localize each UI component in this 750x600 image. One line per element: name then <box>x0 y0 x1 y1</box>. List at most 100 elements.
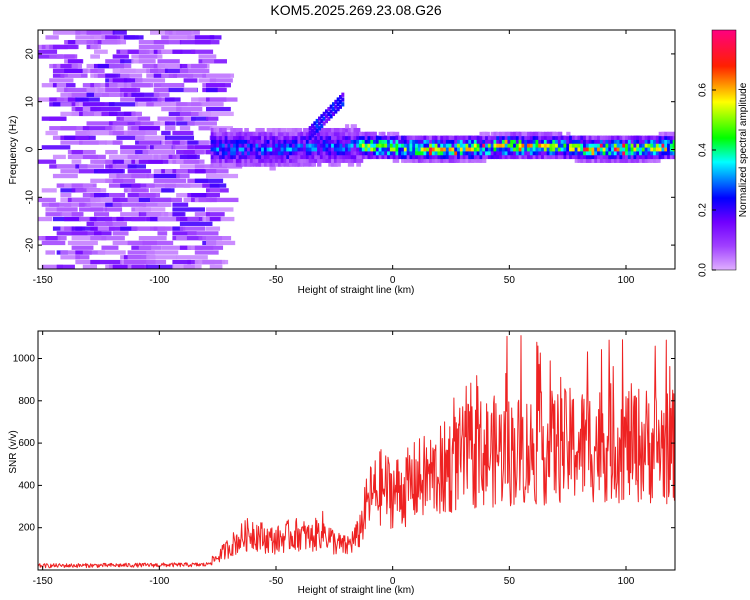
spectrogram-cell <box>261 154 266 160</box>
spectrogram-cell <box>187 73 208 78</box>
spectrogram-cell <box>490 150 495 156</box>
spectrogram-cell <box>252 150 258 156</box>
spectrogram-cell <box>431 139 437 144</box>
spectrogram-cell <box>303 150 308 156</box>
spectrogram-cell <box>82 154 106 160</box>
spectrogram-cell <box>105 73 130 78</box>
spectrogram-cell <box>202 259 222 265</box>
spectrogram-cell <box>664 139 670 144</box>
spectrogram-cell <box>123 116 138 121</box>
spectrogram-cell <box>339 99 342 105</box>
spectrogram-cell <box>131 216 158 222</box>
spectrogram-cell <box>224 135 230 140</box>
spectrogram-cell <box>336 106 340 112</box>
spectrogram-cell <box>303 127 309 133</box>
spectrogram-cell <box>605 135 611 140</box>
spectrogram-cell <box>571 139 578 144</box>
spectrogram-cell <box>319 143 324 148</box>
spectrogram-cell <box>153 145 172 150</box>
spectrogram-cell <box>395 135 400 140</box>
spectrogram-cell <box>667 147 673 152</box>
spectrogram-cell <box>395 147 400 152</box>
spectrogram-cell <box>515 131 522 137</box>
spectrogram-cell <box>538 139 543 144</box>
spectrogram-cell <box>350 150 355 156</box>
spectrogram-cell <box>45 236 58 241</box>
spectrogram-cell <box>529 143 535 148</box>
spectrogram-cell <box>353 154 359 160</box>
spectrogram-cell <box>597 135 603 140</box>
spectrogram-cell <box>183 149 204 155</box>
spectrogram-cell <box>622 135 628 140</box>
spectrogram-cell <box>431 143 436 148</box>
spectrogram-cell <box>496 131 502 137</box>
spectrogram-cell <box>164 126 176 131</box>
spectrogram-cell <box>328 131 334 137</box>
spectrogram-cell <box>482 131 488 137</box>
spectrogram-cell <box>650 139 655 144</box>
spectrogram-cell <box>415 150 419 156</box>
spectrogram-cell <box>280 135 285 140</box>
spectrogram-cell <box>120 183 141 188</box>
spectrogram-cell <box>90 130 120 136</box>
spectrogram-cell <box>206 169 229 174</box>
spectrogram-cell <box>468 150 474 156</box>
spectrogram-cell <box>213 139 218 144</box>
spectrogram-cell <box>176 173 190 179</box>
spectrogram-cell <box>538 150 543 156</box>
spectrogram-cell <box>233 135 239 140</box>
spectrogram-cell <box>597 154 602 160</box>
spectrogram-cell <box>224 158 230 163</box>
spectrogram-cell <box>465 158 470 163</box>
spectrogram-cell <box>79 164 105 169</box>
spectrogram-cell <box>277 131 284 137</box>
spectrogram-cell <box>359 131 363 137</box>
spectrogram-cell <box>146 259 167 265</box>
spectrogram-cell <box>434 135 440 140</box>
spectrogram-cell <box>164 63 181 69</box>
spectrogram-cell <box>328 158 333 163</box>
spectrogram-cell <box>588 139 593 144</box>
spectrogram-cell <box>300 135 305 140</box>
spectrogram-cell <box>233 158 239 163</box>
spectrogram-cell <box>176 106 203 112</box>
spectrogram-cell <box>238 147 245 152</box>
spectrogram-cell <box>277 158 283 163</box>
spectrogram-cell <box>317 143 323 148</box>
spectrogram-cell <box>552 135 557 140</box>
spectrogram-cell <box>286 154 292 160</box>
spectrogram-cell <box>353 147 358 152</box>
spectrogram-cell <box>209 216 221 222</box>
spectrogram-cell <box>518 135 525 140</box>
spectrogram-cell <box>417 158 422 163</box>
spectrogram-cell <box>431 154 437 160</box>
spectrogram-cell <box>384 150 390 156</box>
spectrogram-cell <box>41 188 57 193</box>
spectrogram-cell <box>227 135 233 140</box>
spectrogram-cell <box>482 158 487 163</box>
spectrogram-cell <box>314 150 320 156</box>
spectrogram-cell <box>238 143 244 148</box>
spectrogram-cell <box>457 147 462 152</box>
spectrogram-cell <box>150 30 176 35</box>
spectrogram-cell <box>127 154 152 160</box>
spectrogram-cell <box>591 135 596 140</box>
spectrogram-cell <box>485 143 490 148</box>
spectrogram-cell <box>263 150 269 156</box>
spectrogram-cell <box>305 143 310 148</box>
spectrogram-cell <box>557 154 562 160</box>
spectrogram-cell <box>328 139 333 144</box>
spectrogram-cell <box>644 150 649 156</box>
spectrogram-cell <box>454 154 459 160</box>
spectrogram-cell <box>305 154 312 160</box>
spectrogram-cell <box>183 197 197 203</box>
spectrogram-cell <box>426 154 432 160</box>
spectrogram-cell <box>258 135 263 140</box>
spectrogram-cell <box>172 231 197 236</box>
spectrogram-cell <box>443 147 448 152</box>
spectrogram-cell <box>86 40 99 45</box>
spectrogram-cell <box>90 236 107 241</box>
spectrogram-cell <box>389 154 394 160</box>
spectrogram-cell <box>507 139 513 144</box>
spectrogram-cell <box>283 143 288 148</box>
